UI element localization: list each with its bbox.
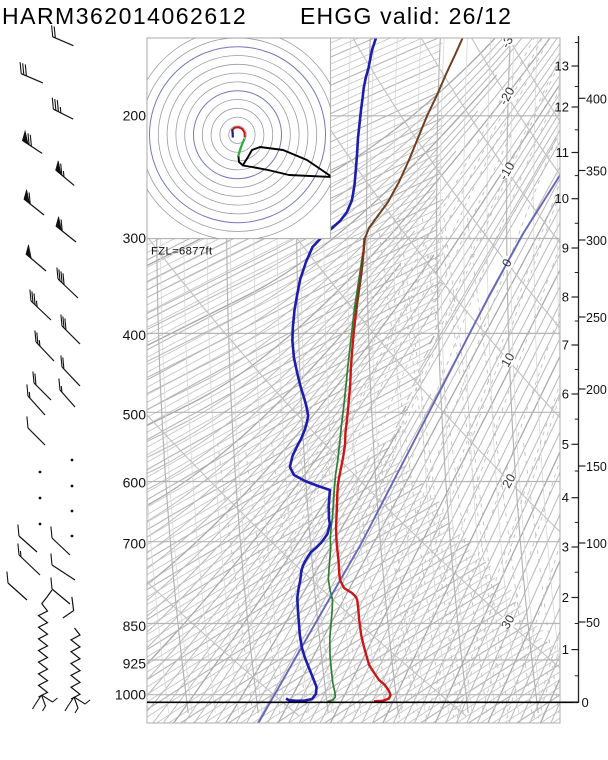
svg-text:30: 30	[498, 612, 517, 631]
svg-text:FZL=6877ft: FZL=6877ft	[151, 246, 213, 258]
svg-text:300: 300	[586, 234, 607, 248]
svg-text:400: 400	[123, 327, 147, 343]
svg-text:20: 20	[499, 471, 518, 490]
svg-text:400: 400	[586, 92, 607, 106]
svg-text:13: 13	[555, 59, 569, 74]
svg-text:150: 150	[586, 460, 607, 474]
svg-text:7: 7	[562, 338, 569, 353]
svg-text:250: 250	[586, 311, 607, 325]
svg-text:9: 9	[562, 241, 569, 256]
svg-text:0: 0	[582, 695, 589, 710]
svg-text:3: 3	[562, 540, 569, 555]
svg-text:700: 700	[123, 536, 147, 552]
svg-text:1: 1	[562, 642, 569, 657]
svg-text:1000: 1000	[115, 687, 146, 703]
svg-text:2: 2	[562, 590, 569, 605]
svg-text:50: 50	[586, 616, 600, 630]
svg-text:300: 300	[123, 230, 147, 246]
svg-text:200: 200	[123, 108, 147, 124]
svg-text:10: 10	[555, 191, 569, 206]
svg-text:8: 8	[562, 290, 569, 305]
svg-text:500: 500	[123, 407, 147, 423]
svg-text:5: 5	[562, 437, 569, 452]
svg-text:6: 6	[562, 387, 569, 402]
svg-text:11: 11	[556, 145, 570, 160]
svg-text:200: 200	[586, 383, 607, 397]
svg-text:350: 350	[586, 165, 607, 179]
svg-text:600: 600	[123, 475, 147, 491]
svg-text:HARM362014062612: HARM362014062612	[2, 3, 247, 29]
svg-text:12: 12	[555, 100, 569, 115]
svg-text:EHGG valid: 26/12: EHGG valid: 26/12	[300, 3, 512, 29]
svg-text:925: 925	[123, 656, 147, 672]
svg-text:10: 10	[498, 350, 517, 369]
svg-text:850: 850	[123, 618, 147, 634]
svg-text:4: 4	[562, 490, 569, 505]
svg-text:100: 100	[586, 537, 607, 551]
